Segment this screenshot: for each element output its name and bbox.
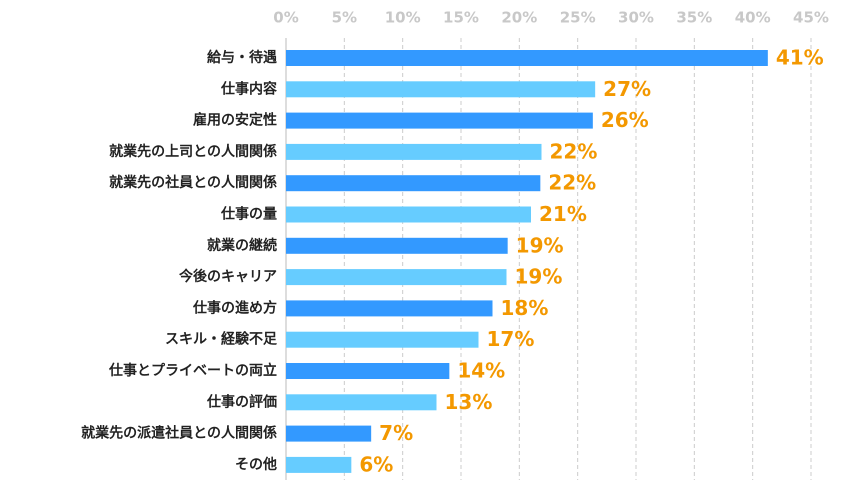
x-tick-label: 5% — [332, 9, 357, 27]
x-tick-label: 10% — [385, 9, 421, 27]
category-label: 就業先の社員との人間関係 — [109, 174, 277, 191]
x-tick-label: 35% — [676, 9, 712, 27]
category-label: 仕事の評価 — [206, 393, 277, 410]
x-tick-label: 25% — [560, 9, 596, 27]
x-tick-label: 40% — [735, 9, 771, 27]
value-label: 21% — [539, 202, 587, 226]
bar — [286, 456, 352, 473]
bar — [286, 175, 541, 192]
bar — [286, 206, 531, 223]
x-tick-label: 15% — [443, 9, 479, 27]
category-label: 就業先の上司との人間関係 — [109, 143, 277, 160]
category-label: 仕事の量 — [220, 206, 277, 223]
bar — [286, 50, 768, 66]
value-label: 22% — [550, 139, 598, 163]
bar — [286, 269, 507, 286]
value-label: 26% — [601, 108, 649, 132]
category-label: 就業の継続 — [207, 237, 277, 254]
bar — [286, 237, 508, 254]
value-label: 19% — [515, 265, 563, 289]
x-tick-label: 45% — [793, 9, 829, 27]
bar — [286, 112, 593, 129]
x-tick-label: 20% — [501, 9, 537, 27]
category-label: 仕事内容 — [220, 80, 277, 97]
bar — [286, 425, 372, 442]
bar — [286, 300, 493, 317]
category-label: スキル・経験不足 — [165, 331, 278, 348]
category-label: 給与・待遇 — [207, 49, 277, 66]
value-label: 17% — [487, 327, 535, 351]
value-label: 27% — [603, 77, 651, 101]
value-label: 18% — [501, 296, 549, 320]
value-label: 14% — [457, 359, 505, 383]
bar — [286, 81, 596, 98]
category-label: 就業先の派遣社員との人間関係 — [81, 425, 277, 442]
bar — [286, 143, 542, 160]
x-tick-label: 0% — [273, 9, 298, 27]
category-label: 仕事の進め方 — [192, 299, 277, 316]
value-label: 7% — [379, 421, 413, 445]
value-label: 19% — [516, 233, 564, 257]
bar — [286, 394, 437, 411]
bar — [286, 363, 450, 379]
value-label: 6% — [359, 452, 393, 476]
bar — [286, 331, 479, 348]
value-label: 13% — [445, 390, 493, 414]
value-label: 22% — [548, 171, 596, 195]
category-label: 雇用の安定性 — [193, 112, 277, 129]
value-label: 41% — [776, 46, 824, 70]
category-label: その他 — [235, 456, 277, 473]
category-label: 今後のキャリア — [178, 268, 277, 285]
x-tick-label: 30% — [618, 9, 654, 27]
category-label: 仕事とプライベートの両立 — [108, 362, 277, 379]
